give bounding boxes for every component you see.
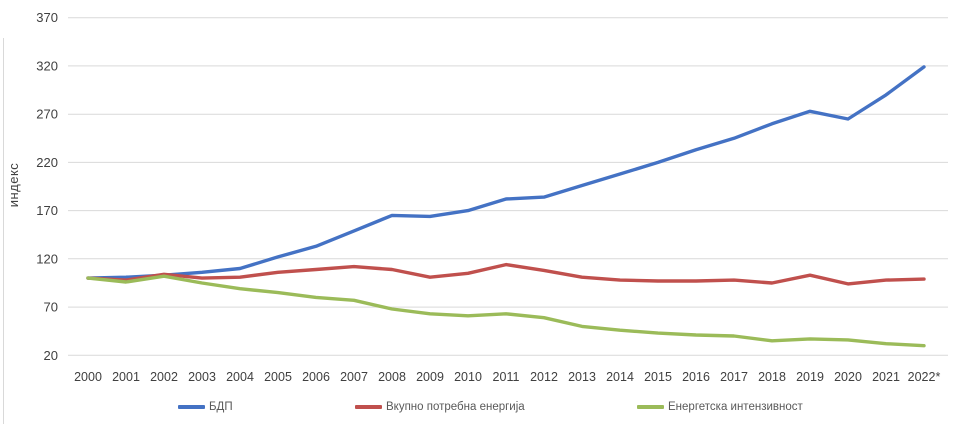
energy-line-swatch [355,405,382,409]
series-line-0 [86,65,926,280]
x-tick-label: 2010 [454,370,482,384]
x-tick-label: 2021 [872,370,900,384]
intensity-line-swatch [637,405,664,409]
x-tick-label: 2011 [493,370,520,384]
page-edge-line [3,38,4,424]
series-line-2 [86,274,926,348]
legend-item-intensity: Енергетска интензивност [637,399,803,415]
x-tick-label: 2002 [150,370,178,384]
x-tick-label: 2013 [568,370,596,384]
x-tick-label: 2006 [302,370,330,384]
x-tick-label: 2004 [226,370,254,384]
y-tick-label: 320 [36,58,58,73]
x-tick-label: 2020 [834,370,862,384]
x-tick-label: 2001 [112,370,140,384]
x-tick-label: 2005 [264,370,292,384]
x-tick-label: 2009 [416,370,444,384]
x-tick-label: 2018 [758,370,786,384]
x-tick-label: 2008 [378,370,406,384]
x-tick-label: 2022* [908,370,941,384]
y-tick-label: 220 [36,155,58,170]
series-line-1 [86,262,926,286]
x-tick-label: 2007 [340,370,368,384]
x-tick-label: 2019 [796,370,824,384]
x-tick-label: 2017 [720,370,748,384]
y-tick-label: 20 [44,348,58,363]
bdp-line-swatch [178,405,205,409]
line-chart: 20 70 120 170 220 270 320 370 2000 2001 2002 2003 20… [36,10,948,384]
y-tick-label: 170 [36,203,58,218]
legend-item-energy: Вкупно потребна енергија [355,399,525,415]
y-tick-label: 120 [36,251,58,266]
y-tick-label: 70 [44,300,58,315]
legend-item-bdp: БДП [178,399,233,415]
y-tick-label: 270 [36,107,58,122]
x-tick-label: 2000 [74,370,102,384]
legend: БДП Вкупно потребна енергија Енергетска … [0,399,960,419]
x-tick-label: 2012 [530,370,558,384]
legend-label-intensity: Енергетска интензивност [668,401,803,413]
x-tick-label: 2003 [188,370,216,384]
legend-label-bdp: БДП [209,401,233,413]
x-tick-label: 2015 [644,370,672,384]
x-tick-label: 2016 [682,370,710,384]
y-tick-label: 370 [36,10,58,25]
x-tick-label: 2014 [606,370,634,384]
legend-label-energy: Вкупно потребна енергија [386,401,525,413]
